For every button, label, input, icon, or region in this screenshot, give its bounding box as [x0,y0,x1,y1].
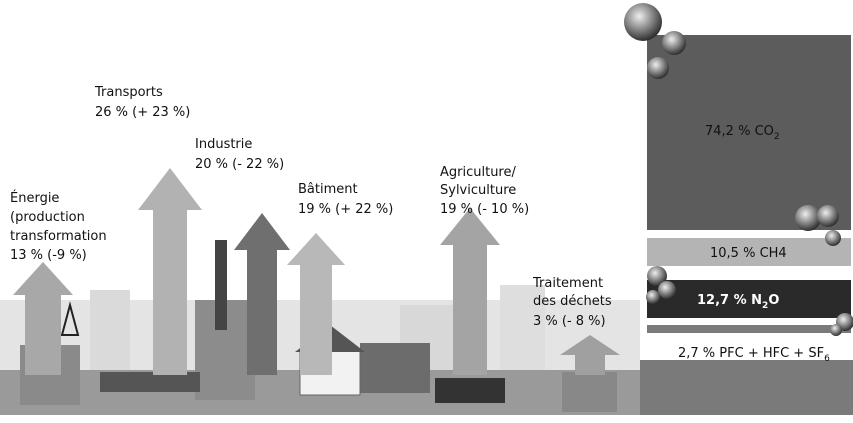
sector-labels: Énergie (production transformation 13 % … [10,85,612,329]
f-gas-bar [647,325,851,333]
bubble [662,31,686,55]
subscript: 6 [824,354,830,364]
co2-box [647,35,851,230]
bubble [830,324,842,336]
subscript: 2 [774,132,780,142]
bubble [817,205,839,227]
co2-label: 74,2 % CO2 [705,124,780,142]
label: Agriculture/ [440,165,516,180]
arrow-batiment [287,233,345,375]
text: 12,7 % N [697,293,762,308]
arrow-energie [13,262,73,375]
bubble [647,57,669,79]
bubble [646,290,660,304]
arrow-industrie [234,213,290,375]
text: O [768,293,779,308]
label: 19 % (- 10 %) [440,202,529,217]
label: (production [10,210,85,225]
bubble [795,205,821,231]
bubble [624,3,662,41]
text: 2,7 % PFC + HFC + SF [678,346,824,361]
label: Transports [94,85,163,100]
gas-panel: 74,2 % CO2 10,5 % CH4 12,7 % N2O 2,7 % P… [624,3,853,364]
label: 3 % (- 8 %) [533,314,606,329]
label: 19 % (+ 22 %) [298,202,393,217]
label: Industrie [195,137,252,152]
arrow-agriculture [440,208,500,375]
n2o-label: 12,7 % N2O [697,293,779,311]
label: des déchets [533,294,612,309]
label: 26 % (+ 23 %) [95,105,190,120]
bubble [647,266,667,286]
label: 13 % (-9 %) [10,248,87,263]
arrow-dechets [560,335,620,375]
ch4-label: 10,5 % CH4 [710,246,787,261]
arrow-transports [138,168,202,375]
label: Sylviculture [440,183,516,198]
label: transformation [10,229,107,244]
n2o-box [647,280,851,318]
arrows [13,168,620,375]
subscript: 2 [762,301,768,311]
label: Énergie [10,190,59,206]
text: 74,2 % CO [705,124,774,139]
bubble [825,230,841,246]
label: 20 % (- 22 %) [195,157,284,172]
bubble [658,281,676,299]
ch4-box [647,238,851,266]
label: Traitement [532,276,603,291]
f-gas-label: 2,7 % PFC + HFC + SF6 [678,346,830,364]
label: Bâtiment [298,182,358,197]
skyline [0,240,853,415]
